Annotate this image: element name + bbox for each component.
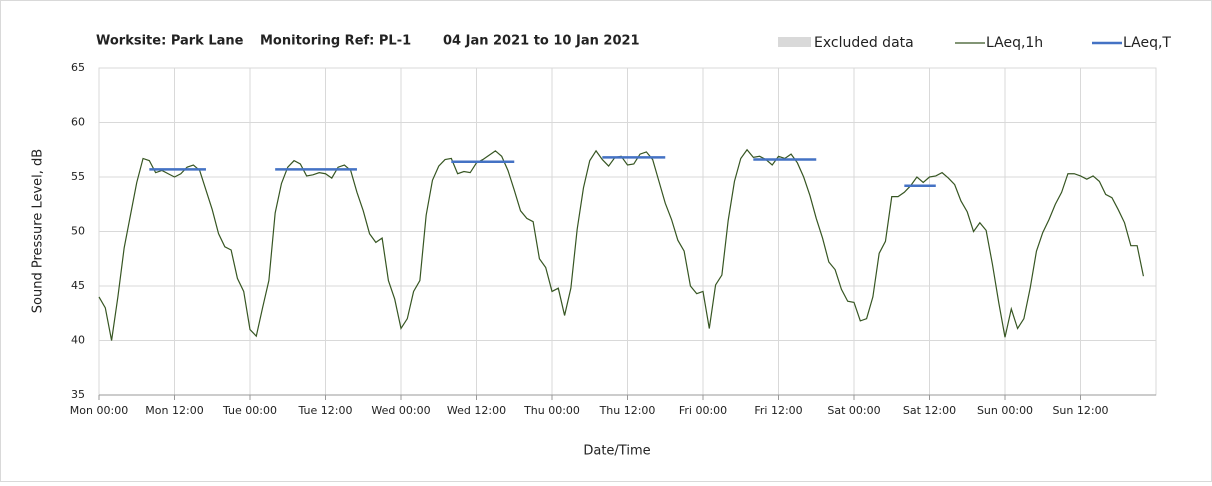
y-tick-label: 65 [71, 61, 85, 74]
legend-swatch [778, 37, 811, 47]
x-tick-label: Wed 12:00 [447, 404, 506, 417]
x-tick-label: Thu 00:00 [523, 404, 580, 417]
y-tick-label: 40 [71, 334, 85, 347]
chart-title: 04 Jan 2021 to 10 Jan 2021 [443, 34, 640, 49]
chart-title: Monitoring Ref: PL-1 [260, 34, 411, 49]
y-tick-label: 45 [71, 279, 85, 292]
y-axis-label: Sound Pressure Level, dB [31, 149, 46, 313]
x-tick-label: Tue 12:00 [298, 404, 353, 417]
chart-title: Worksite: Park Lane [96, 34, 244, 49]
x-tick-label: Sun 00:00 [977, 404, 1033, 417]
x-tick-label: Sat 00:00 [827, 404, 880, 417]
x-tick-label: Thu 12:00 [599, 404, 656, 417]
y-tick-label: 50 [71, 225, 85, 238]
x-tick-label: Mon 00:00 [70, 404, 128, 417]
y-tick-label: 60 [71, 116, 85, 129]
legend-label: LAeq,1h [986, 35, 1043, 51]
legend-label: LAeq,T [1123, 35, 1171, 51]
x-tick-label: Sun 12:00 [1052, 404, 1108, 417]
x-tick-label: Tue 00:00 [222, 404, 277, 417]
legend-label: Excluded data [814, 35, 914, 51]
y-tick-label: 35 [71, 388, 85, 401]
y-tick-label: 55 [71, 170, 85, 183]
x-tick-label: Sat 12:00 [903, 404, 956, 417]
x-tick-label: Wed 00:00 [371, 404, 430, 417]
x-tick-label: Fri 12:00 [754, 404, 802, 417]
x-tick-label: Fri 00:00 [679, 404, 727, 417]
x-tick-label: Mon 12:00 [145, 404, 203, 417]
x-axis-label: Date/Time [583, 444, 650, 459]
